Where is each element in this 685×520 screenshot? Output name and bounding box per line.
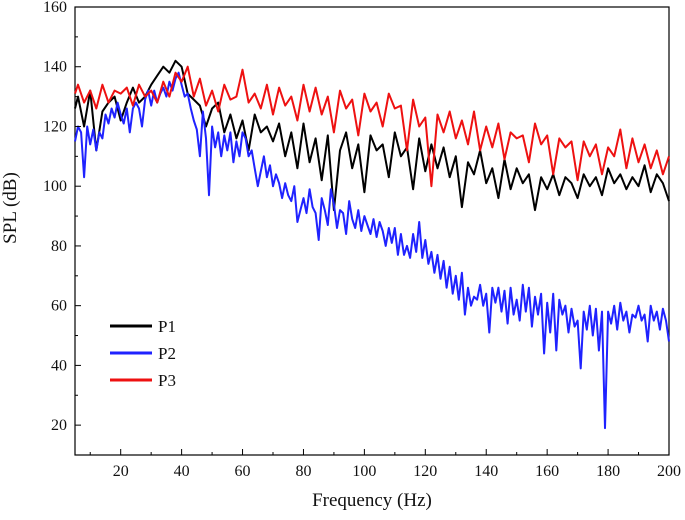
- y-tick-label: 140: [43, 59, 67, 76]
- y-tick-label: 20: [51, 417, 67, 434]
- x-tick-label: 200: [657, 463, 681, 480]
- y-tick-label: 120: [43, 118, 67, 135]
- y-tick-label: 40: [51, 357, 67, 374]
- x-tick-label: 120: [413, 463, 437, 480]
- x-tick-label: 80: [295, 463, 311, 480]
- y-axis-label: SPL (dB): [0, 172, 21, 244]
- x-tick-label: 60: [235, 463, 251, 480]
- x-tick-label: 140: [474, 463, 498, 480]
- y-tick-label: 100: [43, 178, 67, 195]
- y-tick-label: 80: [51, 238, 67, 255]
- series-line-p1: [74, 59, 670, 212]
- x-tick-label: 40: [174, 463, 190, 480]
- x-tick-label: 100: [352, 463, 376, 480]
- plot-frame: [74, 6, 670, 456]
- legend-label-p1: P1: [158, 317, 176, 336]
- legend-label-p3: P3: [158, 371, 176, 390]
- legend-label-p2: P2: [158, 344, 176, 363]
- series-line-p3: [74, 65, 670, 188]
- series-line-p2: [74, 71, 670, 430]
- x-axis-label: Frequency (Hz): [312, 490, 432, 511]
- y-tick-label: 60: [51, 298, 67, 315]
- y-tick-label: 160: [43, 0, 67, 16]
- x-tick-label: 160: [535, 463, 559, 480]
- x-tick-label: 20: [113, 463, 129, 480]
- x-tick-label: 180: [596, 463, 620, 480]
